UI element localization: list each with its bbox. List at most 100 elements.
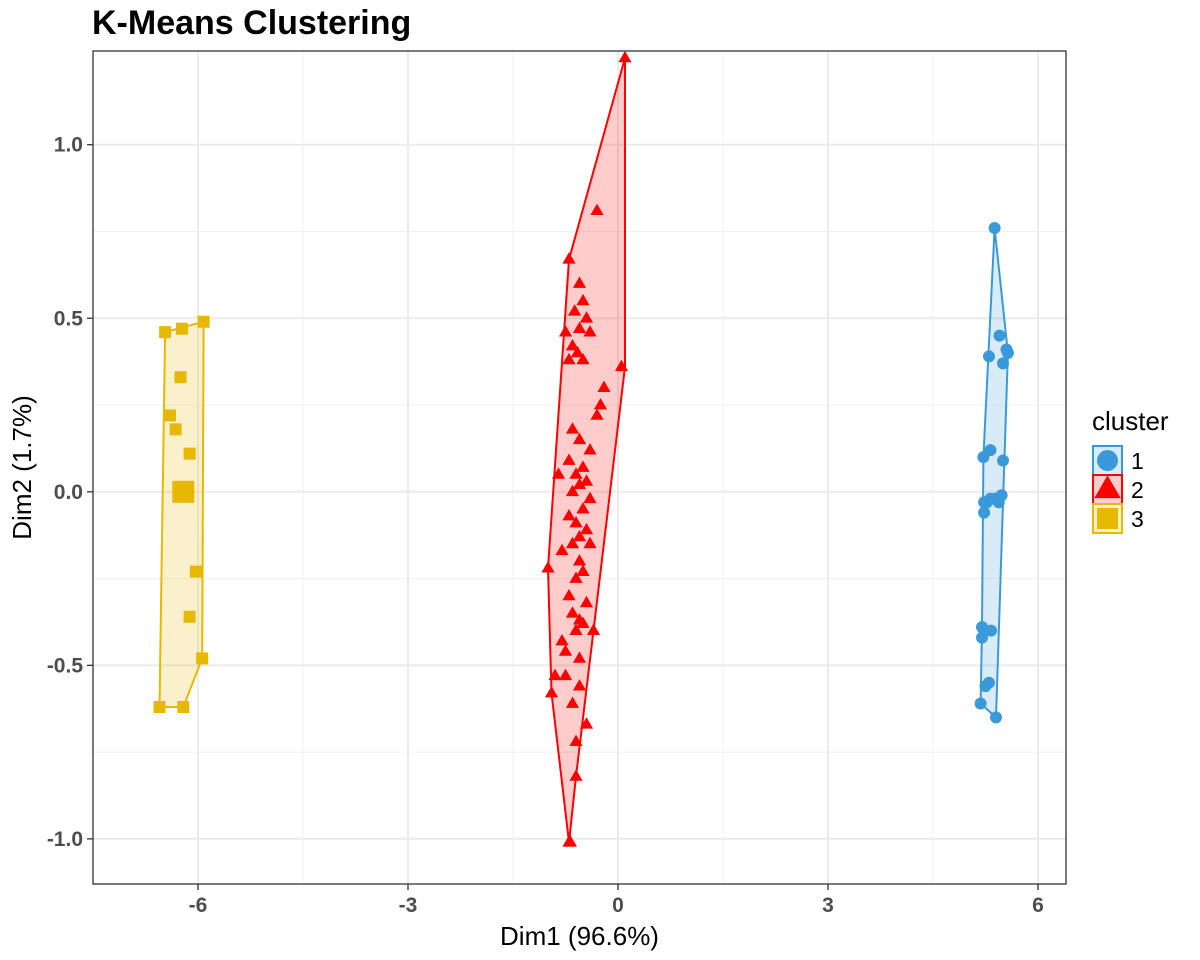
cluster-2-point — [614, 359, 629, 372]
y-tick-label: 0.5 — [54, 307, 84, 330]
legend-title: cluster — [1092, 406, 1169, 436]
cluster-3-point — [183, 610, 196, 623]
cluster-1-point — [997, 357, 1009, 370]
x-tick-label: -3 — [399, 894, 418, 917]
cluster-3-point — [169, 423, 182, 436]
cluster-2-point — [576, 502, 590, 514]
cluster-3-centroid — [172, 480, 195, 503]
cluster-2-point — [565, 484, 580, 497]
cluster-2-point — [579, 522, 594, 535]
cluster-3-point — [197, 315, 210, 328]
cluster-1-point — [993, 329, 1006, 342]
cluster-2-point — [563, 835, 577, 847]
cluster-3-point — [189, 565, 202, 578]
cluster-1-point — [983, 676, 995, 689]
cluster-2-point — [618, 50, 632, 63]
cluster-2-point — [576, 460, 590, 472]
cluster-3-point — [175, 322, 188, 335]
cluster-2-point — [569, 734, 583, 747]
cluster-2-point — [583, 491, 597, 504]
y-tick-label: -1.0 — [47, 828, 83, 851]
cluster-1-point — [976, 621, 988, 634]
x-tick-label: 0 — [612, 894, 624, 917]
cluster-1-point — [985, 624, 998, 637]
cluster-2-point — [562, 509, 576, 521]
cluster-2-point — [569, 623, 583, 635]
cluster-2-point — [572, 321, 587, 333]
cluster-2-point — [565, 696, 580, 708]
legend: cluster 1 2 3 — [1092, 406, 1169, 534]
cluster-3-point — [174, 371, 187, 384]
cluster-3-point — [177, 700, 190, 713]
cluster-1-point — [974, 697, 987, 710]
cluster-2-point — [583, 325, 597, 337]
y-tick-label: 0.0 — [54, 481, 83, 504]
cluster-1-point — [978, 506, 991, 519]
grid-lines — [93, 51, 1066, 884]
cluster-2-point — [569, 515, 583, 528]
x-axis-title: Dim1 (96.6%) — [500, 921, 659, 951]
x-tick-label: 6 — [1032, 894, 1044, 917]
cluster-3-point — [183, 447, 196, 460]
x-axis: -6 -3 0 3 6 — [189, 884, 1044, 917]
x-tick-label: -6 — [189, 894, 208, 917]
cluster-2-point — [586, 623, 601, 635]
legend-label-2: 2 — [1131, 477, 1144, 503]
cluster-2-point — [569, 769, 583, 781]
cluster-2-point — [562, 453, 576, 465]
y-tick-label: -0.5 — [47, 654, 84, 677]
cluster-2-point — [558, 668, 573, 681]
cluster-2-point — [576, 616, 590, 629]
cluster-2-point — [544, 686, 559, 698]
cluster-2-point — [572, 432, 587, 445]
cluster-1-point — [995, 489, 1008, 502]
legend-key-marker-2 — [1094, 475, 1121, 499]
cluster-2-point — [541, 561, 555, 573]
legend-key-marker-3 — [1097, 508, 1118, 529]
cluster-2-point — [583, 443, 597, 455]
cluster-3-point — [164, 409, 176, 422]
cluster-1-point — [983, 350, 995, 363]
x-tick-label: 3 — [822, 894, 834, 917]
cluster-2-point — [597, 380, 611, 393]
legend-label-3: 3 — [1131, 506, 1144, 532]
cluster-2-point — [572, 651, 587, 663]
cluster-2-point — [590, 408, 604, 420]
cluster-2-point — [572, 554, 587, 566]
y-tick-label: 1.0 — [54, 134, 83, 157]
cluster-1-point — [976, 631, 988, 644]
cluster-2-point — [565, 338, 580, 351]
cluster-2-point — [565, 536, 580, 549]
cluster-2-point — [579, 311, 594, 323]
cluster-2-point — [576, 564, 590, 576]
chart-title: K-Means Clustering — [92, 4, 411, 42]
cluster-2-point — [579, 717, 594, 729]
cluster-2-point — [562, 252, 576, 264]
plot-panel-border — [92, 50, 1067, 885]
legend-label-1: 1 — [1131, 448, 1144, 474]
cluster-1-point — [997, 454, 1009, 467]
cluster-2-point — [572, 679, 587, 691]
cluster-2-point — [568, 304, 582, 316]
cluster-2-point — [565, 606, 580, 618]
cluster-2-point — [590, 203, 604, 215]
cluster-2-point — [572, 477, 587, 490]
cluster-2-point — [565, 422, 580, 434]
cluster-1-point — [977, 451, 990, 464]
cluster-3-point — [196, 652, 209, 665]
cluster-1-point — [988, 222, 1001, 235]
cluster-2-point — [569, 467, 583, 479]
cluster-2-point — [555, 543, 569, 556]
cluster-3-point — [159, 326, 172, 339]
cluster-2-point — [551, 467, 566, 479]
cluster-2-point — [576, 293, 590, 306]
cluster-2-point — [555, 633, 569, 646]
cluster-2-point — [572, 529, 587, 542]
y-axis: -1.0 -0.5 0.0 0.5 1.0 — [47, 134, 93, 851]
cluster-2-point — [562, 588, 576, 601]
cluster-2-point — [583, 536, 597, 549]
cluster-3-point — [153, 700, 166, 713]
cluster-2-point — [548, 668, 562, 681]
cluster-2-point — [569, 571, 583, 583]
